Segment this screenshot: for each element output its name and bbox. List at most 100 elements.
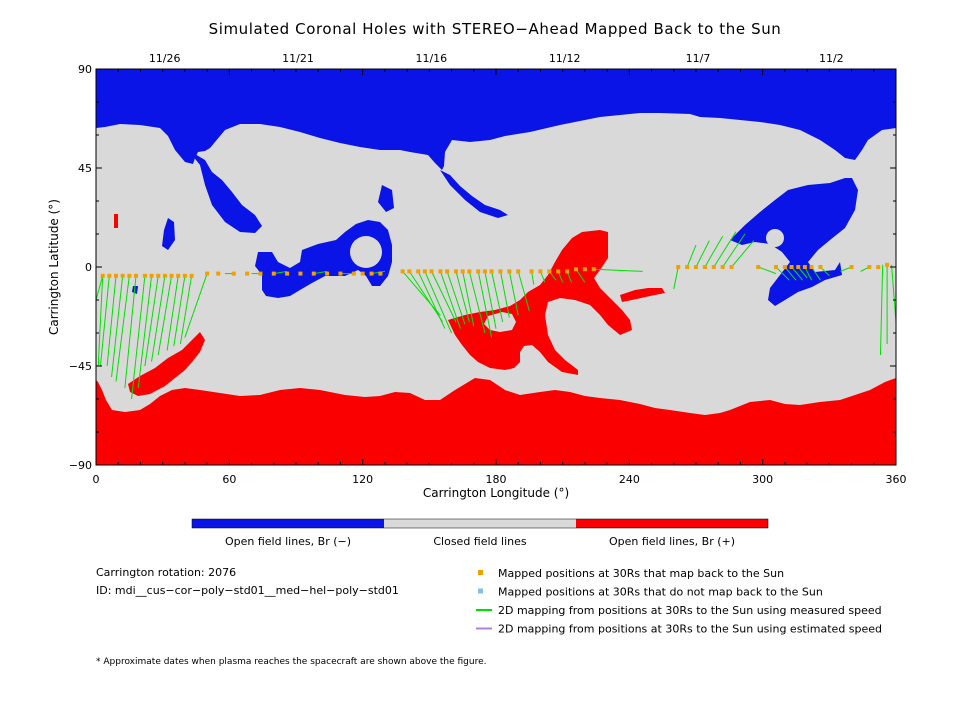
mapping-line xyxy=(784,266,797,281)
colorbar-segment xyxy=(384,519,576,528)
mapped-point xyxy=(400,269,405,274)
mapped-point xyxy=(454,269,458,274)
mapped-point xyxy=(169,273,174,278)
mapped-point xyxy=(298,271,303,276)
mapping-line xyxy=(124,275,137,389)
mapped-point xyxy=(676,265,681,269)
mapping-line xyxy=(273,270,288,275)
small-red-patch xyxy=(114,214,118,228)
x-tick-label: 360 xyxy=(886,473,907,486)
mapped-point xyxy=(849,265,854,269)
y-tick-label: −45 xyxy=(69,360,92,373)
mapping-line xyxy=(424,271,453,334)
mapped-point xyxy=(360,271,365,276)
mapped-point xyxy=(271,271,276,276)
mapping-line xyxy=(804,266,813,281)
legend-label: 2D mapping from positions at 30Rs to the… xyxy=(498,623,882,636)
mapping-line xyxy=(891,264,897,323)
mapping-line xyxy=(477,271,493,338)
mapped-point xyxy=(489,269,494,274)
mapping-line xyxy=(137,275,153,389)
mapped-point xyxy=(142,273,147,278)
mapping-line xyxy=(408,271,444,323)
mapping-line xyxy=(402,271,441,316)
mapped-point xyxy=(702,265,707,269)
mapped-point xyxy=(885,262,890,267)
mapped-point xyxy=(422,269,427,274)
mapping-line xyxy=(166,275,179,351)
mapping-line xyxy=(499,271,510,318)
colorbar-frame xyxy=(191,518,769,529)
mapped-point xyxy=(285,271,290,276)
colorbar-label: Open field lines, Br (−) xyxy=(225,535,351,548)
mapped-point xyxy=(258,271,263,276)
mapping-line xyxy=(446,271,466,325)
x-tick-label: 60 xyxy=(222,473,236,486)
x-tick-label: 180 xyxy=(486,473,507,486)
mapping-lines xyxy=(95,231,897,400)
y-tick-label: 0 xyxy=(85,261,92,274)
mapping-line xyxy=(151,275,166,362)
mapping-line xyxy=(517,271,530,312)
top-date-label: 11/7 xyxy=(686,52,711,65)
legend-label: Mapped positions at 30Rs that do not map… xyxy=(498,586,823,599)
mapping-line xyxy=(106,275,117,367)
mapped-point xyxy=(162,273,167,278)
north-polar-coronal-hole xyxy=(96,69,896,170)
mapping-line xyxy=(462,271,475,327)
closed-island-east xyxy=(766,229,784,247)
carrington-rotation: Carrington rotation: 2076 xyxy=(96,566,237,579)
legend: Mapped positions at 30Rs that map back t… xyxy=(476,567,882,636)
mapping-line xyxy=(731,240,755,268)
mapping-line xyxy=(184,273,208,338)
y-axis-label: Carrington Latitude (°) xyxy=(47,199,61,335)
mapped-point xyxy=(574,267,578,272)
mapping-line xyxy=(131,275,146,400)
mapped-point xyxy=(460,269,465,274)
mapped-point xyxy=(114,273,118,278)
small-blue-patch xyxy=(378,185,394,212)
mapping-line xyxy=(144,275,159,367)
mapped-point xyxy=(507,269,512,274)
mapping-line xyxy=(575,268,586,283)
mapped-point xyxy=(182,273,187,278)
mapped-point xyxy=(867,265,872,269)
top-date-label: 11/12 xyxy=(549,52,581,65)
mapped-point xyxy=(694,265,698,269)
mapped-point xyxy=(120,273,125,278)
legend-label: 2D mapping from positions at 30Rs to the… xyxy=(498,604,882,617)
mapping-line xyxy=(775,266,790,281)
mapped-point xyxy=(445,269,450,274)
mapped-point xyxy=(516,269,521,274)
mapping-line xyxy=(811,266,821,281)
mapped-point xyxy=(216,271,221,276)
mapping-line xyxy=(673,266,679,290)
mapping-line xyxy=(468,271,486,334)
mapping-line xyxy=(686,244,697,268)
closed-island-positive-1 xyxy=(484,312,516,332)
mapped-point xyxy=(369,271,374,276)
mapped-point xyxy=(529,269,534,274)
mapping-line xyxy=(722,233,746,268)
mapping-line xyxy=(593,268,643,272)
mapped-point xyxy=(720,265,725,269)
mapping-line xyxy=(179,275,193,345)
mapping-line xyxy=(791,266,804,281)
legend-marker xyxy=(478,570,483,575)
mapping-line xyxy=(173,275,186,347)
mapping-line xyxy=(313,270,328,275)
mapping-line xyxy=(371,270,385,275)
mapped-point xyxy=(100,273,105,278)
mapped-point xyxy=(538,269,543,274)
mapped-point xyxy=(325,271,330,276)
mapped-point xyxy=(556,269,561,274)
small-blue-patch-2 xyxy=(162,218,175,250)
mapped-point xyxy=(438,269,443,274)
mapping-line xyxy=(111,275,124,378)
synoptic-map xyxy=(95,69,897,465)
mapping-line xyxy=(455,271,470,323)
x-axis-label: Carrington Longitude (°) xyxy=(423,486,569,500)
mapping-line xyxy=(531,271,535,285)
east-coronal-hole-negative xyxy=(730,178,858,306)
top-date-label: 11/16 xyxy=(415,52,447,65)
